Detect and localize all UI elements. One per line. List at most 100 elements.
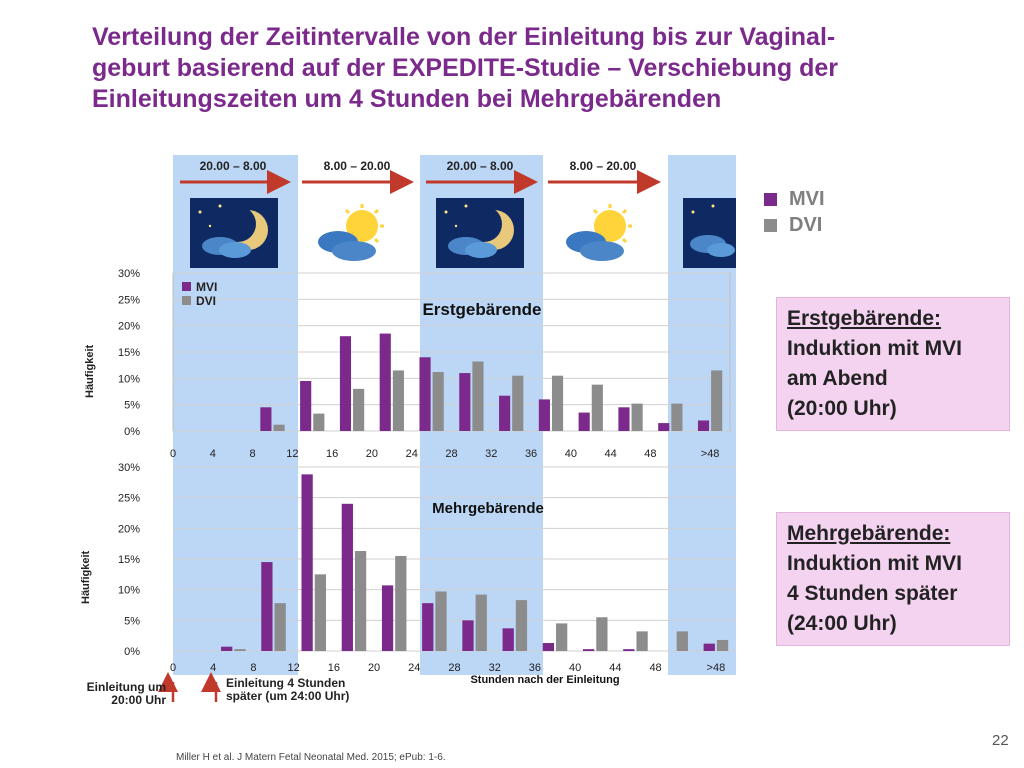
x-axis-label: Stunden nach der Einleitung bbox=[470, 674, 619, 686]
chart-1: 0%5%10%15%20%25%30%0 4 8 12 16 20 24 28 32 36 40 44… bbox=[118, 268, 731, 460]
x-tick-label: 16 bbox=[326, 448, 338, 460]
x-tick-label: 4 bbox=[210, 662, 216, 674]
sun-cloud-icon bbox=[318, 204, 384, 261]
time-header-4: 8.00 – 20.00 bbox=[569, 159, 637, 173]
x-tick-label: 32 bbox=[489, 662, 501, 674]
bar-dvi bbox=[274, 603, 286, 651]
y-tick-label: 20% bbox=[118, 321, 140, 333]
x-tick-label: 20 bbox=[366, 448, 378, 460]
bar-dvi bbox=[392, 370, 404, 431]
legend-swatch-dvi bbox=[182, 296, 191, 305]
bar-mvi bbox=[499, 395, 511, 431]
x-tick-label: 16 bbox=[328, 662, 340, 674]
time-header-1: 20.00 – 8.00 bbox=[199, 159, 267, 173]
y-tick-label: 0% bbox=[124, 646, 140, 658]
y-tick-label: 25% bbox=[118, 493, 140, 505]
chart1-ylabel: Häufigkeit bbox=[84, 344, 96, 398]
x-tick-label: 12 bbox=[286, 448, 298, 460]
bar-mvi bbox=[658, 423, 670, 431]
bar-dvi bbox=[591, 384, 603, 431]
bar-mvi bbox=[300, 380, 312, 431]
legend-swatch-mvi bbox=[182, 282, 191, 291]
bar-mvi bbox=[260, 407, 272, 431]
time-header-3: 20.00 – 8.00 bbox=[446, 159, 514, 173]
x-tick-label: 40 bbox=[565, 448, 577, 460]
x-tick-label: 4 bbox=[210, 448, 216, 460]
bar-dvi bbox=[475, 594, 487, 651]
night-moon-icon bbox=[190, 198, 278, 268]
legend-label: DVI bbox=[196, 294, 216, 308]
bar-dvi bbox=[716, 639, 729, 651]
x-tick-label: 0 bbox=[170, 448, 176, 460]
top-legend: MVI DVI bbox=[764, 186, 825, 238]
bar-dvi bbox=[273, 424, 285, 431]
x-tick-label: >48 bbox=[701, 448, 720, 460]
x-tick-label: 24 bbox=[408, 662, 420, 674]
x-tick-label: 48 bbox=[644, 448, 656, 460]
info-box-heading: Mehrgebärende: bbox=[787, 522, 951, 545]
bar-mvi bbox=[582, 649, 595, 651]
y-tick-label: 5% bbox=[124, 615, 140, 627]
bar-dvi bbox=[556, 623, 568, 651]
bar-mvi bbox=[422, 603, 434, 651]
note-start-20h: Einleitung um 20:00 Uhr bbox=[86, 680, 166, 707]
info-box-mehrgebaerende: Mehrgebärende: Induktion mit MVI 4 Stund… bbox=[776, 512, 1010, 646]
x-tick-label: 40 bbox=[569, 662, 581, 674]
chart-2: 0%5%10%15%20%25%30%0 4 8 12 16 20 24 28 32 36 40 44… bbox=[118, 462, 736, 686]
legend-item-mvi: MVI bbox=[764, 186, 825, 212]
y-tick-label: 30% bbox=[118, 462, 140, 474]
info-box-text: Induktion mit MVI 4 Stunden später (24:0… bbox=[787, 552, 962, 635]
bar-mvi bbox=[301, 474, 313, 651]
bar-mvi bbox=[381, 585, 394, 651]
night-moon-icon bbox=[436, 198, 524, 268]
info-box-text: Induktion mit MVI am Abend (20:00 Uhr) bbox=[787, 337, 962, 420]
time-header-2: 8.00 – 20.00 bbox=[323, 159, 391, 173]
y-tick-label: 15% bbox=[118, 347, 140, 359]
y-tick-label: 10% bbox=[118, 373, 140, 385]
page-number: 22 bbox=[992, 732, 1009, 749]
bar-mvi bbox=[538, 399, 550, 431]
bar-dvi bbox=[711, 370, 723, 431]
bar-dvi bbox=[676, 631, 688, 651]
bar-dvi bbox=[636, 631, 648, 651]
bar-mvi bbox=[261, 562, 273, 651]
note-start-24h: Einleitung 4 Stunden später (um 24:00 Uh… bbox=[226, 676, 350, 703]
bar-mvi bbox=[542, 643, 555, 651]
info-box-heading: Erstgebärende: bbox=[787, 307, 942, 330]
chart2-ylabel: Häufigkeit bbox=[80, 550, 92, 604]
bar-dvi bbox=[313, 413, 325, 431]
info-box-erstgebaerende: Erstgebärende: Induktion mit MVI am Aben… bbox=[776, 297, 1010, 431]
bar-mvi bbox=[502, 628, 514, 651]
legend-swatch-dvi bbox=[764, 218, 777, 232]
x-tick-label: 44 bbox=[609, 662, 621, 674]
bar-dvi bbox=[435, 591, 447, 651]
night-moon-icon bbox=[683, 198, 736, 268]
bar-mvi bbox=[618, 407, 630, 431]
chart-title: Erstgebärende bbox=[422, 300, 541, 319]
bar-dvi bbox=[354, 551, 367, 651]
bar-mvi bbox=[459, 373, 471, 431]
x-tick-label: 36 bbox=[529, 662, 541, 674]
x-tick-label: 20 bbox=[368, 662, 380, 674]
x-tick-label: 32 bbox=[485, 448, 497, 460]
bar-dvi bbox=[671, 403, 683, 431]
bar-mvi bbox=[339, 336, 352, 431]
bar-dvi bbox=[472, 361, 484, 431]
legend-item-dvi: DVI bbox=[764, 212, 825, 238]
x-tick-label: 44 bbox=[605, 448, 617, 460]
x-tick-label: 8 bbox=[250, 448, 256, 460]
x-tick-label: 28 bbox=[448, 662, 460, 674]
bar-mvi bbox=[623, 649, 635, 651]
y-tick-label: 15% bbox=[118, 554, 140, 566]
x-tick-label: 36 bbox=[525, 448, 537, 460]
slide-title: Verteilung der Zeitintervalle von der Ei… bbox=[92, 23, 839, 113]
bar-dvi bbox=[395, 555, 407, 651]
bar-dvi bbox=[551, 375, 564, 431]
x-tick-label: 28 bbox=[445, 448, 457, 460]
bar-dvi bbox=[234, 649, 246, 651]
x-tick-label: 0 bbox=[170, 662, 176, 674]
bar-dvi bbox=[596, 617, 608, 651]
y-tick-label: 10% bbox=[118, 585, 140, 597]
bar-dvi bbox=[432, 372, 444, 431]
y-tick-label: 20% bbox=[118, 523, 140, 535]
